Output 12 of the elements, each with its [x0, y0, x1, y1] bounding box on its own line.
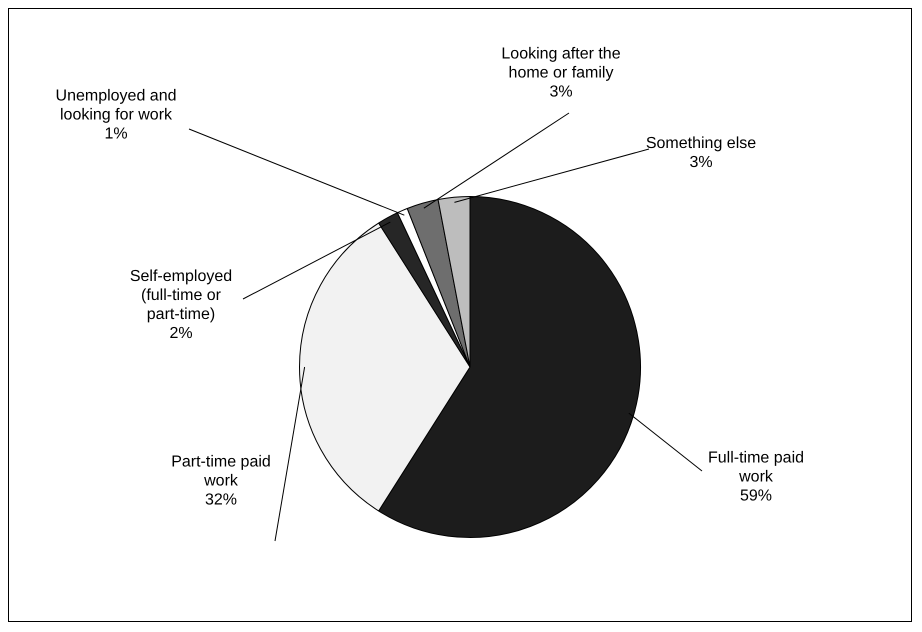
data-label: 2%	[169, 324, 193, 342]
slice-label: Looking after the home or family	[501, 45, 621, 82]
slice-label: Full-time paid work	[708, 449, 804, 486]
data-label: 59%	[740, 487, 772, 504]
slice-label: Self-employed (full-time or part-time)	[130, 268, 232, 323]
data-label: 3%	[549, 83, 573, 100]
data-label: 3%	[689, 154, 713, 171]
data-label: 32%	[204, 491, 238, 508]
data-label: 1%	[104, 125, 128, 142]
slice-label: Unemployed and looking for work	[56, 87, 176, 124]
slice-label: Part-time paid work	[171, 453, 271, 490]
slice-label: Something else	[646, 134, 756, 152]
